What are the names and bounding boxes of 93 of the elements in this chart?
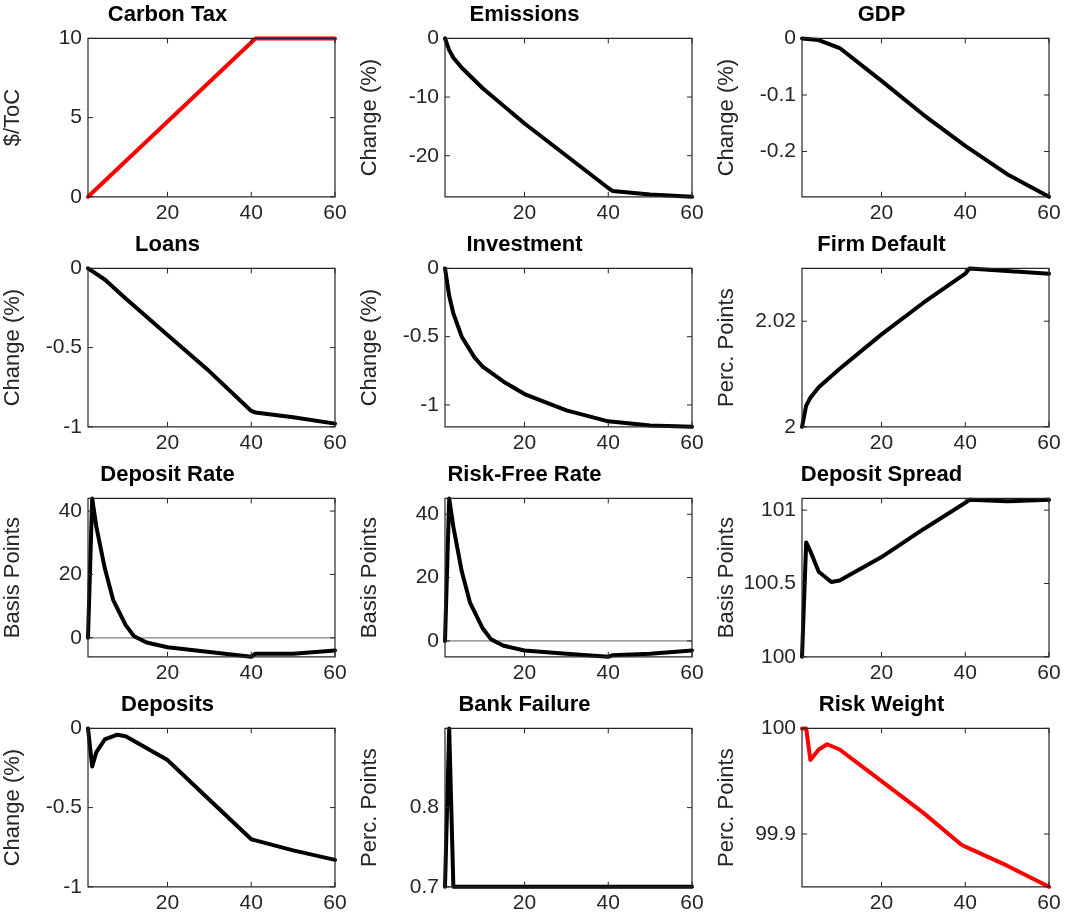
- y-tick-label: 100: [760, 715, 796, 739]
- y-axis-title: Change (%): [0, 288, 25, 407]
- y-tick-label: 0.8: [409, 794, 439, 818]
- chart-title: Carbon Tax: [107, 1, 228, 27]
- x-tick-label: 20: [155, 430, 180, 454]
- y-tick-label: 0: [70, 715, 82, 739]
- y-tick-label: 0: [427, 25, 439, 49]
- y-axis-title: Perc. Points: [713, 288, 739, 407]
- y-tick-label: -1: [63, 873, 82, 897]
- y-tick-label: 0: [784, 25, 796, 49]
- x-tick-label: 60: [1037, 660, 1061, 684]
- y-tick-label: 0.7: [409, 873, 439, 897]
- x-tick-label: 60: [680, 430, 704, 454]
- y-axis-title: Change (%): [356, 58, 382, 177]
- chart-title: Firm Default: [817, 231, 947, 257]
- y-tick-label: -0.5: [45, 334, 82, 358]
- y-tick-label: 40: [415, 501, 439, 525]
- y-axis-title: $/ToC: [0, 88, 25, 147]
- y-tick-label: 2: [784, 413, 796, 437]
- y-axis-title: Basis Points: [0, 517, 25, 639]
- x-tick-label: 40: [596, 660, 620, 684]
- x-tick-label: 20: [512, 430, 537, 454]
- chart-title: Emissions: [469, 1, 580, 27]
- x-tick-label: 20: [155, 890, 180, 914]
- x-tick-label: 60: [1037, 200, 1061, 224]
- x-tick-label: 40: [239, 200, 263, 224]
- x-tick-label: 60: [1037, 430, 1061, 454]
- x-tick-label: 20: [869, 660, 894, 684]
- x-tick-label: 60: [323, 890, 347, 914]
- y-tick-label: -0.5: [402, 323, 439, 347]
- y-tick-label: -1: [420, 391, 439, 415]
- y-axis-title: Change (%): [356, 288, 382, 407]
- y-tick-label: 0: [427, 627, 439, 651]
- y-tick-label: 101: [760, 496, 796, 520]
- y-tick-label: 0: [70, 624, 82, 648]
- y-tick-label: 99.9: [755, 820, 796, 844]
- y-axis-title: Perc. Points: [356, 748, 382, 867]
- y-tick-label: -0.5: [45, 794, 82, 818]
- chart-title: Loans: [135, 231, 200, 257]
- chart-title: Deposit Rate: [100, 461, 235, 487]
- y-axis-title: Basis Points: [356, 517, 382, 639]
- x-tick-label: 40: [596, 200, 620, 224]
- chart-title: Deposits: [121, 691, 214, 717]
- x-tick-label: 20: [155, 660, 180, 684]
- x-tick-label: 20: [869, 200, 894, 224]
- x-tick-label: 40: [239, 890, 263, 914]
- x-tick-label: 40: [239, 430, 263, 454]
- chart-title: Deposit Spread: [800, 461, 963, 487]
- y-tick-label: 0: [70, 255, 82, 279]
- x-tick-label: 60: [323, 200, 347, 224]
- y-tick-label: -1: [63, 413, 82, 437]
- y-tick-label: -0.2: [759, 138, 796, 162]
- y-tick-label: 40: [58, 497, 82, 521]
- x-tick-label: 40: [596, 430, 620, 454]
- x-tick-label: 20: [512, 200, 537, 224]
- x-tick-label: 20: [512, 890, 537, 914]
- y-tick-label: -20: [408, 142, 439, 166]
- x-tick-label: 40: [953, 430, 977, 454]
- x-tick-label: 40: [953, 660, 977, 684]
- x-tick-label: 60: [323, 430, 347, 454]
- y-tick-label: 10: [58, 25, 82, 49]
- y-tick-label: 0: [427, 255, 439, 279]
- x-tick-label: 60: [323, 660, 347, 684]
- x-tick-label: 20: [869, 890, 894, 914]
- x-tick-label: 40: [596, 890, 620, 914]
- x-tick-label: 40: [953, 890, 977, 914]
- chart-title: Investment: [466, 231, 584, 257]
- y-tick-label: 100: [760, 643, 796, 667]
- x-tick-label: 60: [680, 660, 704, 684]
- y-tick-label: 100.5: [743, 570, 796, 594]
- x-tick-label: 40: [953, 200, 977, 224]
- x-tick-label: 20: [512, 660, 537, 684]
- chart-title: GDP: [857, 1, 906, 27]
- y-tick-label: 2.02: [755, 308, 796, 331]
- y-tick-label: -10: [408, 83, 439, 107]
- chart-title: Risk-Free Rate: [447, 461, 602, 487]
- x-tick-label: 60: [680, 200, 704, 224]
- x-tick-label: 60: [680, 890, 704, 914]
- y-axis-title: Perc. Points: [713, 748, 739, 867]
- x-tick-label: 40: [239, 660, 263, 684]
- y-axis-title: Basis Points: [713, 517, 739, 639]
- y-axis-title: Change (%): [0, 748, 25, 867]
- y-tick-label: 20: [58, 561, 82, 585]
- chart-title: Risk Weight: [818, 691, 945, 717]
- x-tick-label: 20: [155, 200, 180, 224]
- y-tick-label: 0: [70, 183, 82, 207]
- y-axis-title: Change (%): [713, 58, 739, 177]
- y-tick-label: 5: [70, 104, 82, 128]
- x-tick-label: 60: [1037, 890, 1061, 914]
- chart-title: Bank Failure: [458, 691, 591, 717]
- y-tick-label: -0.1: [759, 81, 796, 105]
- x-tick-label: 20: [869, 430, 894, 454]
- y-tick-label: 20: [415, 564, 439, 588]
